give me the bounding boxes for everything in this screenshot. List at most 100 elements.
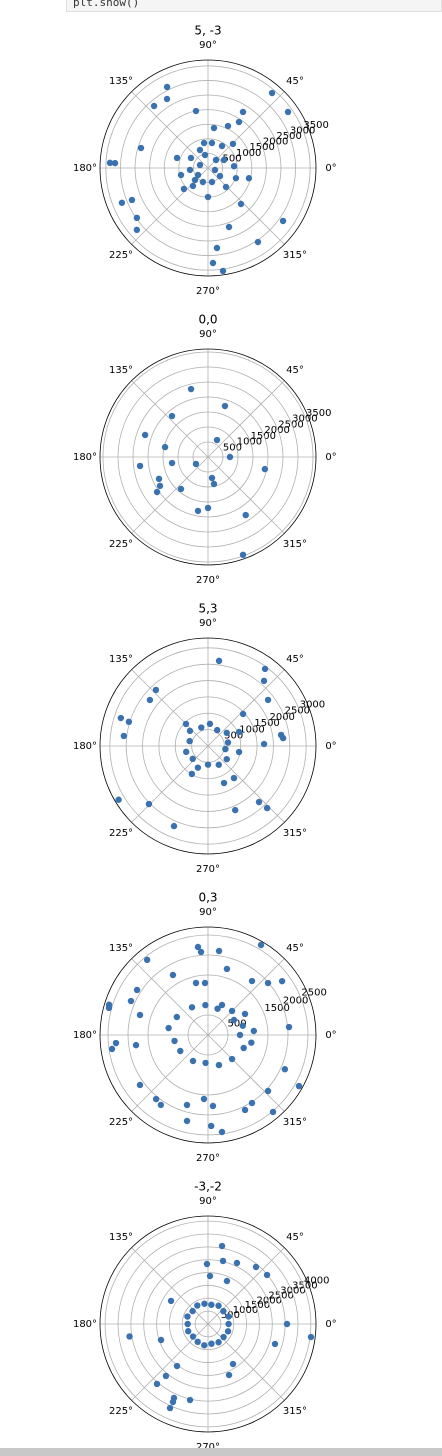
point <box>248 1099 256 1107</box>
point <box>202 1001 209 1009</box>
point <box>228 1055 236 1063</box>
point <box>152 686 160 694</box>
point <box>254 238 262 246</box>
r-tick-label: 3500 <box>303 120 328 131</box>
point <box>201 151 209 159</box>
r-grid-line <box>156 1272 260 1376</box>
r-tick-label: 1500 <box>254 718 279 729</box>
theta-tick-label: 135° <box>109 654 133 665</box>
r-tick-label: 2500 <box>278 419 303 430</box>
theta-grid-line <box>131 958 209 1036</box>
point <box>279 734 287 742</box>
r-tick-label: 500 <box>227 1018 246 1029</box>
point <box>162 1372 170 1380</box>
point <box>186 166 194 174</box>
point <box>229 1360 237 1368</box>
point <box>108 1045 116 1053</box>
point <box>233 1259 241 1267</box>
point <box>208 474 216 482</box>
point <box>194 764 202 771</box>
point <box>228 1007 236 1015</box>
r-grid-line <box>143 1259 273 1389</box>
theta-tick-label: 270° <box>196 864 220 875</box>
point <box>283 1320 291 1328</box>
point <box>183 1117 191 1125</box>
r-tick-label: 2500 <box>276 131 301 142</box>
theta-tick-label: 0° <box>325 741 336 752</box>
theta-tick-label: 45° <box>286 654 304 665</box>
point <box>199 178 207 186</box>
point <box>271 1340 279 1348</box>
point <box>182 720 190 728</box>
r-grid-line <box>187 1014 229 1056</box>
point <box>167 1297 175 1305</box>
theta-tick-label: 135° <box>109 76 133 87</box>
point <box>180 185 188 193</box>
point <box>169 971 177 979</box>
point <box>263 804 271 812</box>
r-grid-line <box>162 411 254 503</box>
point <box>240 1044 247 1052</box>
r-grid-line <box>194 1310 222 1338</box>
polar-frame <box>99 348 317 566</box>
r-grid-line <box>149 109 267 227</box>
point <box>213 244 221 252</box>
r-grid-line <box>107 934 309 1136</box>
point <box>223 965 231 973</box>
point <box>264 1087 272 1095</box>
r-tick-label: 2500 <box>268 1290 293 1301</box>
point <box>223 755 230 763</box>
point <box>200 1095 208 1103</box>
point <box>196 146 204 154</box>
theta-tick-label: 135° <box>109 1232 133 1243</box>
point <box>136 1081 144 1089</box>
point <box>177 1047 184 1055</box>
point <box>237 200 245 208</box>
point <box>194 1302 201 1309</box>
point <box>184 1313 191 1320</box>
point <box>214 1005 221 1012</box>
point <box>128 196 136 204</box>
theta-tick-label: 45° <box>286 943 304 954</box>
point <box>200 139 208 147</box>
theta-tick-label: 315° <box>283 1117 307 1128</box>
point <box>145 800 153 808</box>
point <box>210 124 218 132</box>
theta-grid-line <box>207 1323 285 1401</box>
point <box>173 1013 181 1021</box>
theta-tick-label: 225° <box>109 1406 133 1417</box>
chart-title: 0,0 <box>198 313 217 327</box>
theta-tick-label: 0° <box>325 452 336 463</box>
point <box>220 1307 227 1315</box>
r-tick-label: 3000 <box>280 1285 305 1296</box>
point <box>224 122 232 130</box>
point <box>202 1059 209 1067</box>
point <box>220 1333 227 1341</box>
theta-tick-label: 270° <box>196 1442 220 1448</box>
polar-frame <box>99 59 317 277</box>
polar-frame <box>99 926 317 1144</box>
theta-grid-line <box>207 958 285 1036</box>
point <box>260 677 268 685</box>
point <box>173 1362 181 1370</box>
r-tick-label: 3000 <box>300 699 325 710</box>
point <box>215 1061 223 1069</box>
point <box>168 412 176 420</box>
point <box>188 1004 196 1011</box>
point <box>196 161 204 169</box>
point <box>187 385 195 393</box>
theta-tick-label: 225° <box>109 250 133 261</box>
r-tick-label: 1000 <box>237 437 262 448</box>
scrollbar[interactable] <box>0 1448 442 1456</box>
r-tick-label: 3500 <box>306 408 331 419</box>
point <box>192 107 200 115</box>
point <box>225 1313 232 1320</box>
point <box>216 172 224 180</box>
r-tick-label: 500 <box>222 153 241 164</box>
r-tick-label: 1000 <box>233 1305 258 1316</box>
point <box>188 770 196 778</box>
r-grid-line <box>193 153 223 183</box>
r-grid-line <box>117 1233 299 1415</box>
chart-title: 5, -3 <box>194 24 221 38</box>
r-grid-line <box>120 80 296 256</box>
